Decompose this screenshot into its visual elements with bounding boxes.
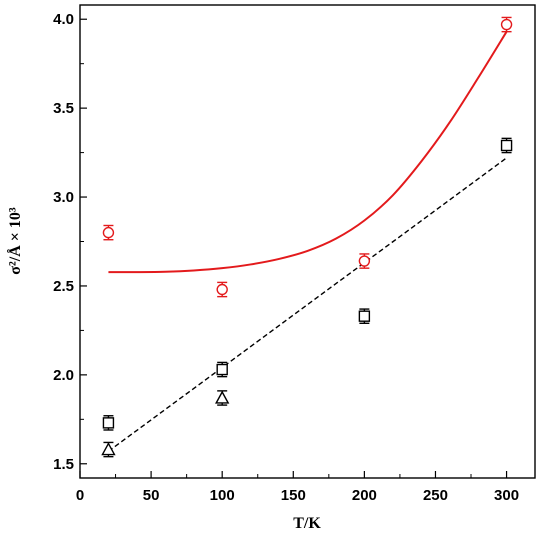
- circle-point: [358, 253, 371, 269]
- circle-marker: [102, 226, 115, 239]
- circle-marker: [216, 283, 228, 296]
- square-marker: [358, 310, 371, 322]
- axis-ticks: 0 50 100 150 200 250 300 1.5 2.0 2.5 3.0 3.5 4.0: [53, 11, 519, 504]
- square-point: [216, 361, 228, 378]
- x-tick-label: 300: [494, 487, 519, 504]
- data-points: [101, 16, 513, 458]
- square-point: [358, 308, 371, 324]
- x-tick-label: 50: [143, 487, 160, 504]
- circle-point: [500, 16, 513, 33]
- y-tick-label: 1.5: [53, 456, 74, 473]
- square-point: [500, 137, 513, 154]
- circle-marker: [500, 18, 513, 31]
- plot-frame: [79, 4, 536, 479]
- x-tick-label: 200: [352, 487, 377, 504]
- y-tick-label: 4.0: [53, 11, 74, 28]
- x-tick-label: 100: [210, 487, 235, 504]
- y-axis-title: σ²/Å × 10³: [6, 207, 24, 275]
- x-tick-label: 250: [423, 487, 448, 504]
- triangle-point: [215, 390, 230, 406]
- triangle-marker: [101, 442, 116, 456]
- y-tick-label: 3.5: [53, 100, 74, 117]
- square-point: [102, 415, 115, 431]
- square-marker: [500, 139, 513, 152]
- fit-curves: [108, 31, 508, 452]
- square-marker: [216, 363, 228, 376]
- y-tick-label: 3.0: [53, 189, 74, 206]
- x-axis-title: T/K: [293, 515, 321, 532]
- circle-marker: [358, 255, 371, 267]
- x-tick-label: 150: [281, 487, 306, 504]
- fit-curve: [108, 31, 508, 274]
- square-marker: [102, 417, 115, 429]
- y-tick-label: 2.0: [53, 367, 74, 384]
- linear-fit-line: [108, 157, 507, 452]
- triangle-marker: [215, 390, 230, 404]
- triangle-point: [101, 441, 116, 458]
- circle-point: [102, 224, 115, 241]
- y-tick-label: 2.5: [53, 278, 74, 295]
- circle-point: [216, 281, 228, 298]
- x-tick-label: 0: [76, 487, 84, 504]
